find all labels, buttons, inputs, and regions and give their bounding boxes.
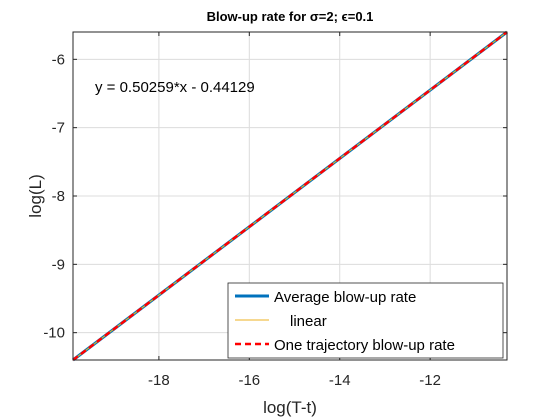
x-tick-label: -12 [419, 372, 441, 389]
fit-equation-annotation: y = 0.50259*x - 0.44129 [95, 79, 255, 96]
chart-title: Blow-up rate for σ=2; ϵ=0.1 [207, 9, 374, 24]
legend: Average blow-up rate linear One trajecto… [227, 282, 504, 359]
y-tick-label: -8 [52, 188, 65, 205]
series-one-trajectory-blow-up-rate [72, 31, 508, 361]
y-tick-label: -10 [43, 325, 65, 342]
y-tick-label: -6 [52, 51, 65, 68]
x-tick-label: -16 [238, 372, 260, 389]
legend-label-average: Average blow-up rate [274, 289, 416, 306]
y-axis-label: log(L) [26, 174, 45, 217]
legend-label-linear: linear [290, 313, 327, 330]
y-tick-label: -7 [52, 120, 65, 137]
x-tick-label: -18 [148, 372, 170, 389]
x-tick-label: -14 [329, 372, 351, 389]
y-tick-label: -9 [52, 256, 65, 273]
x-axis-label: log(T-t) [263, 398, 317, 417]
legend-box [227, 282, 504, 359]
legend-label-one-trajectory: One trajectory blow-up rate [274, 337, 455, 354]
ticks: -18 -16 -14 -12 -10 -9 -8 -7 -6 [43, 32, 507, 389]
series-layer [72, 30, 508, 362]
